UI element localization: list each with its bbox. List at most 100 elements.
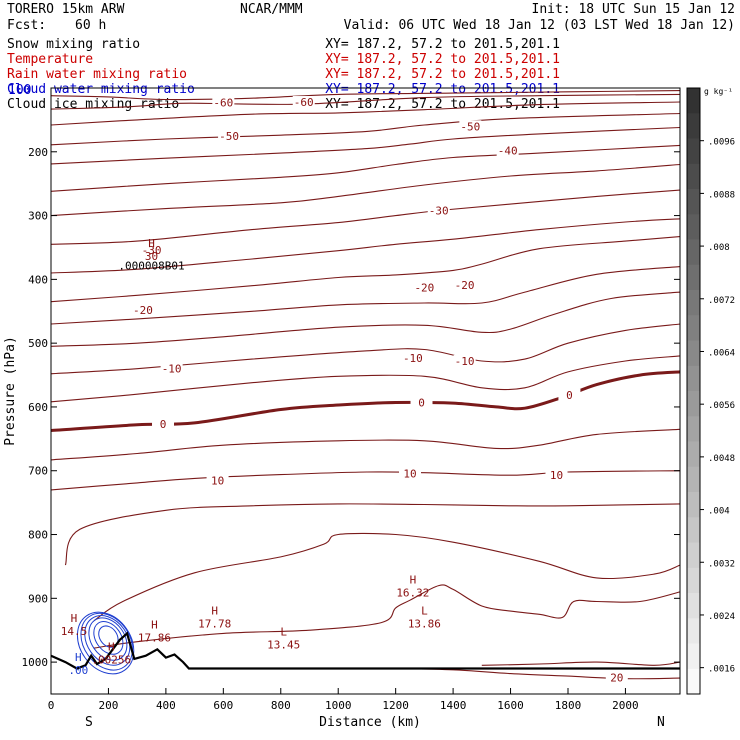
x-tick-label-5: 1000 [325,699,352,712]
x-tick-label-1: 200 [99,699,119,712]
colorbar-frame [686,87,701,695]
extrema-value-9: .00 [68,664,88,677]
temp-contour-7 [50,189,681,245]
contour-label-bg-12 [453,355,476,368]
colorbar-label-7: .004 [708,507,730,517]
contour-label-bg-17 [399,467,422,480]
x-tick-label-7: 1400 [440,699,467,712]
extrema-type-8: H [108,641,115,654]
temp-contour-0 [50,90,681,101]
contour-label-17: 10 [403,467,416,480]
field-name-3: Cloud water mixing ratio [7,82,195,97]
end-label-right: N [657,715,665,730]
colorbar-label-10: .0016 [708,665,735,675]
contour-label-12: -10 [455,355,475,368]
x-tick-label-10: 2000 [612,699,639,712]
extrema-type-6: H [151,618,158,631]
colorbar-step-12 [687,391,700,417]
temp-contour-18 [93,532,681,622]
contour-label-19: 20 [610,671,623,684]
contour-label-16: 10 [211,474,224,487]
extrema-type-4: H [211,604,218,617]
plot-frame [50,87,681,695]
contour-label-bg-2 [218,129,241,142]
contour-label-bg-19 [605,671,628,684]
overlay-label: 100 [8,83,31,98]
x-tick-label-2: 400 [156,699,176,712]
temp-contour-21 [395,667,681,680]
temp-contour-16 [50,470,681,491]
colorbar-label-5: .0056 [708,401,735,411]
y-tick-label-3: 500 [28,337,48,350]
field-xy-1: XY= 187.2, 57.2 to 201.5,201.1 [325,52,560,67]
extrema-value-3: 13.86 [408,617,441,630]
field-name-4: Cloud ice mixing ratio [7,97,179,112]
colorbar-step-17 [687,517,700,544]
colorbar-step-18 [687,542,700,569]
temp-contour-12 [50,323,681,375]
colorbar-step-7 [687,264,700,291]
contour-label-3: -50 [460,120,480,133]
contour-label-bg-1 [292,96,315,109]
field-name-0: Snow mixing ratio [7,37,140,52]
extrema-value-5: 13.45 [267,638,300,651]
field-name-2: Rain water mixing ratio [7,67,187,82]
colorbar-step-22 [687,643,700,670]
temp-contour-17 [64,503,681,566]
colorbar-label-2: .008 [708,243,730,253]
colorbar-step-10 [687,340,700,367]
contour-labels: -60 -60 -50 -50 -40 -30 -30 -20 -20 -20 -10 -10 -10 0… [131,96,628,684]
temp-contour-5 [50,144,681,192]
field-xy-4: XY= 187.2, 57.2 to 201.5,201.1 [325,97,560,112]
contour-label-bg-0 [212,96,235,109]
temp-contour-2 [50,101,681,126]
valid-time: Valid: 06 UTC Wed 18 Jan 12 (03 LST Wed … [344,18,735,33]
colorbar-label-0: .0096 [708,138,735,148]
colorbar-label-4: .0064 [708,348,735,358]
extrema-value-0: 30 [145,250,158,263]
contour-label-bg-8 [413,281,436,294]
contour-label-bg-13 [152,418,175,431]
colorbar-step-1 [687,113,700,140]
y-tick-label-8: 1000 [22,656,49,669]
y-tick-label-6: 800 [28,529,48,542]
cloud-water-ring-1 [93,621,124,655]
temp-contour-10 [50,266,681,325]
temp-contour-20 [481,661,681,666]
contour-label-bg-16 [206,474,229,487]
colorbar-step-23 [687,668,700,695]
field-name-1: Temperature [7,52,93,67]
contour-label-bg-5 [427,204,450,217]
contour-label-15: 0 [566,389,573,402]
temp-contour-19 [94,584,681,649]
contour-label-9: -20 [455,279,475,292]
cloud-water-ring-2 [88,617,128,661]
contour-label-bg-4 [496,144,519,157]
colorbar-label-9: .0024 [708,612,735,622]
x-tick-label-4: 800 [271,699,291,712]
fcst-value: 60 h [75,18,106,33]
colorbar-step-8 [687,290,700,316]
contour-label-bg-9 [453,279,476,292]
colorbar-step-15 [687,466,700,493]
extrema-type-5: L [280,625,287,638]
x-tick-label-8: 1600 [497,699,524,712]
y-tick-label-4: 600 [28,401,48,414]
colorbar-step-2 [687,138,700,165]
colorbar-step-13 [687,416,700,443]
colorbar-step-20 [687,593,700,619]
extrema-value-6: 17.86 [138,631,171,644]
x-axis-title: Distance (km) [319,715,421,730]
colorbar-step-3 [687,163,700,190]
extrema-labels: H30.000008B01H16.32L13.86H17.78L13.45H17… [61,237,441,677]
contour-label-2: -50 [219,130,239,143]
contour-label-4: -40 [498,145,518,158]
contour-label-bg-18 [545,469,568,482]
extrema-value-7: 14.5 [61,625,88,638]
temp-contour-8 [50,218,681,274]
extrema-type-2: H [410,574,417,587]
colorbar-step-5 [687,214,700,241]
contour-label-1: -60 [294,96,314,109]
